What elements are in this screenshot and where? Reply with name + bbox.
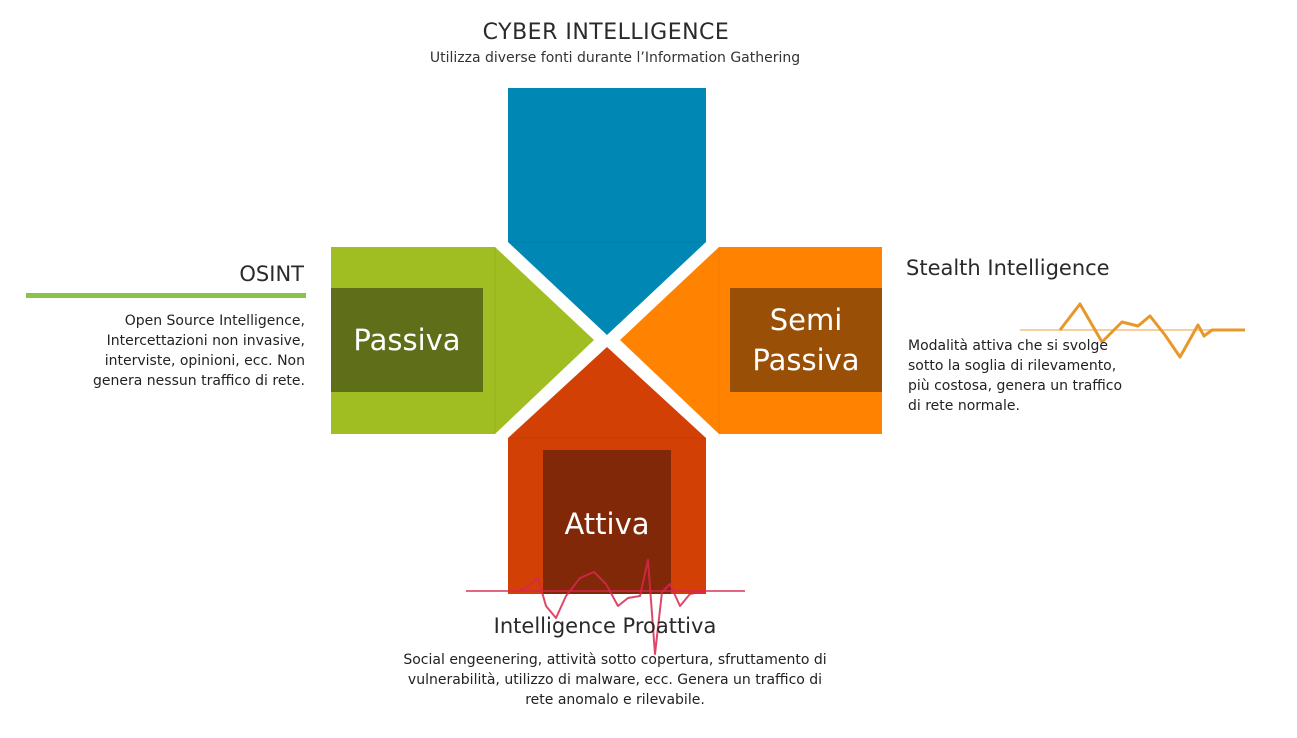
semi-passiva-label-text: Semi Passiva <box>752 303 860 377</box>
page-title: CYBER INTELLIGENCE <box>482 20 730 45</box>
stealth-intelligence-description: Modalità attiva che si svolge sotto la s… <box>908 338 1123 414</box>
page-subtitle: Utilizza diverse fonti durante l’Informa… <box>429 50 801 66</box>
stealth-intelligence-title: Stealth Intelligence <box>906 256 1110 280</box>
osint-description: Open Source Intelligence, Intercettazion… <box>93 313 305 389</box>
passiva-label: Passiva <box>331 288 483 392</box>
attiva-label: Attiva <box>543 450 671 594</box>
orange-wave-line <box>1058 302 1245 359</box>
top-shape <box>508 88 706 335</box>
left-inner-box <box>331 288 483 392</box>
osint-title: OSINT <box>239 262 304 286</box>
intelligence-proattiva-title: Intelligence Proattiva <box>493 614 717 638</box>
passiva-label-text: Passiva <box>353 323 461 357</box>
right-inner-box <box>730 288 882 392</box>
osint-accent-bar <box>26 293 306 298</box>
semi-passiva-label: Semi Passiva <box>730 288 882 392</box>
red-wave-line <box>519 559 706 655</box>
attiva-label-text: Attiva <box>564 507 650 541</box>
intelligence-proattiva-description: Social engeenering, attività sotto coper… <box>403 652 827 708</box>
